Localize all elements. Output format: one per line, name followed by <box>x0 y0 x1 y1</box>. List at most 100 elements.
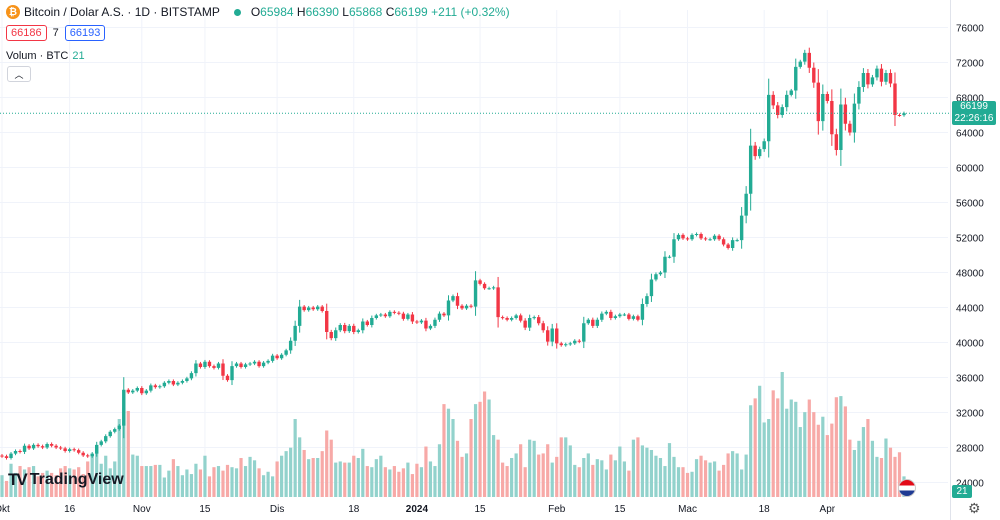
volume-bar <box>600 460 604 497</box>
volume-bar <box>595 459 599 497</box>
candle-body <box>717 235 721 240</box>
volume-bar <box>866 419 870 497</box>
x-tick-label: Apr <box>820 504 836 515</box>
volume-bar <box>703 460 708 497</box>
volume-bar <box>744 454 748 497</box>
candle-body <box>406 314 410 319</box>
tradingview-logo[interactable]: TV TradingView <box>8 470 124 490</box>
candle-body <box>559 343 563 346</box>
volume-bar <box>338 461 342 497</box>
candle-body <box>76 450 81 453</box>
volume-bar <box>167 470 171 497</box>
candle-body <box>370 318 374 325</box>
tradingview-logo-icon: TV <box>8 470 28 489</box>
candle-body <box>577 340 581 342</box>
candle-body <box>18 451 22 452</box>
volume-bar <box>487 399 491 497</box>
volume-bar <box>59 468 63 497</box>
volume-bar <box>667 443 672 497</box>
candle-body <box>392 311 397 313</box>
volume-bar <box>830 423 834 497</box>
candle-body <box>58 447 63 449</box>
volume-bar <box>776 398 780 497</box>
symbol-legend[interactable]: ₿ Bitcoin / Dolar A.S. · 1D · BITSTAMP O… <box>6 5 510 19</box>
volume-bar <box>50 472 54 497</box>
volume-bar <box>622 461 626 497</box>
volume-bar <box>568 445 572 497</box>
volume-bar <box>627 470 631 497</box>
candle-body <box>888 73 893 84</box>
candle-body <box>126 389 130 393</box>
volume-bar <box>347 462 351 497</box>
volume-bar <box>591 464 595 497</box>
volume-bar <box>712 461 717 497</box>
volume-bar <box>694 459 699 497</box>
volume-bar <box>54 475 58 497</box>
flag-icon[interactable] <box>898 479 916 497</box>
bitcoin-icon: ₿ <box>6 5 20 19</box>
x-tick-label: 18 <box>348 504 360 515</box>
volume-bar <box>618 446 622 497</box>
tradingview-logo-text: TradingView <box>29 471 124 488</box>
candle-body <box>703 238 708 240</box>
volume-bar <box>699 455 703 497</box>
candle-body <box>609 311 613 318</box>
candle-body <box>104 436 108 442</box>
volume-bar <box>442 404 446 497</box>
volume-bar <box>473 404 478 497</box>
candle-body <box>167 381 171 383</box>
volume-bar <box>320 451 324 497</box>
volume-bar <box>406 462 410 497</box>
candle-body <box>388 311 392 317</box>
candle-body <box>257 361 261 367</box>
volume-bar <box>685 472 690 497</box>
volume-bar <box>510 458 514 497</box>
sell-button[interactable]: 66186 <box>6 25 47 41</box>
volume-bar <box>0 475 4 497</box>
candle-body <box>852 103 857 133</box>
volume-bar <box>532 440 536 497</box>
candle-body <box>482 283 487 289</box>
candle-body <box>54 445 58 448</box>
volume-bar <box>81 474 85 497</box>
candle-body <box>509 318 514 320</box>
candle-body <box>821 94 825 122</box>
candle-body <box>415 321 419 323</box>
buy-button[interactable]: 66193 <box>64 25 106 41</box>
volume-bar <box>740 469 744 497</box>
volume-bar <box>131 454 135 497</box>
x-tick-label: Okt <box>0 504 10 515</box>
volume-bar <box>203 455 207 497</box>
candle-body <box>645 296 649 304</box>
volume-bar <box>239 458 243 497</box>
volume-bar <box>528 439 532 497</box>
candle-body <box>171 381 176 385</box>
volume-bar <box>834 397 838 497</box>
candle-body <box>36 444 40 447</box>
volume-bar <box>298 437 302 497</box>
candle-body <box>108 431 112 437</box>
candle-body <box>464 305 469 309</box>
volume-bar <box>875 456 879 497</box>
symbol-title[interactable]: Bitcoin / Dolar A.S. · 1D · BITSTAMP <box>24 5 220 19</box>
volume-bar <box>374 459 378 497</box>
candle-body <box>85 455 90 457</box>
volume-bar <box>758 385 762 497</box>
volume-bar <box>613 460 617 497</box>
candle-body <box>546 330 550 342</box>
volume-bar <box>482 391 487 497</box>
volume-legend[interactable]: Volum · BTC 21 <box>6 50 85 62</box>
collapse-legend-button[interactable]: ︿ <box>7 66 31 82</box>
candle-body <box>401 313 406 319</box>
candle-body <box>122 389 126 426</box>
volume-bar <box>122 407 126 497</box>
volume-bar <box>9 463 13 497</box>
volume-bar <box>897 452 902 497</box>
trade-prices: 66186 7 66193 <box>6 25 106 41</box>
volume-bar <box>284 451 288 497</box>
volume-bar <box>153 464 157 497</box>
candle-body <box>99 441 103 445</box>
current-price-tag: 66199 22:26:16 <box>952 101 996 126</box>
gear-icon[interactable]: ⚙ <box>968 500 981 516</box>
